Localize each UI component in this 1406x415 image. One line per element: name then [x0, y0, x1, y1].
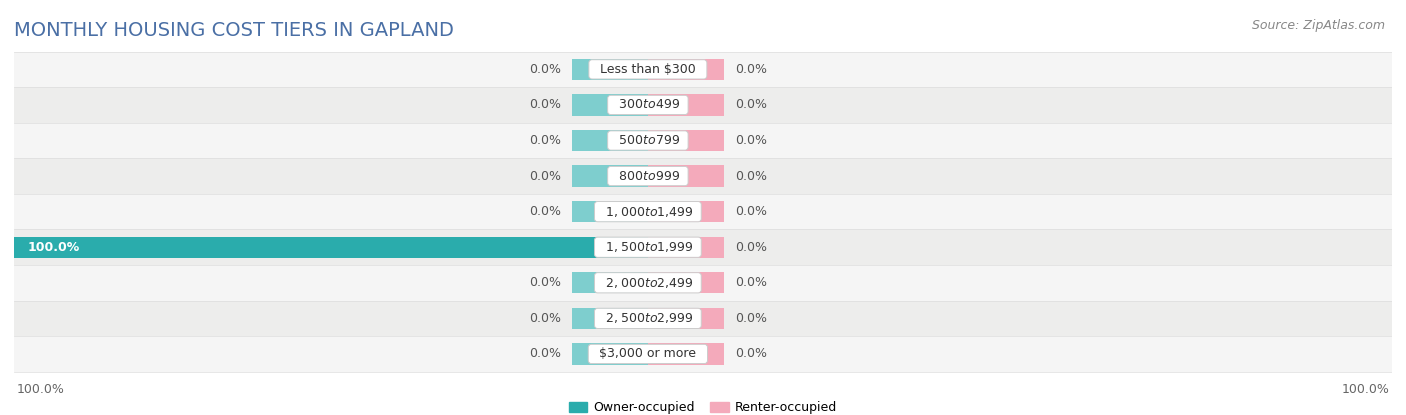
Text: 0.0%: 0.0% [735, 98, 766, 112]
Text: 0.0%: 0.0% [735, 134, 766, 147]
Bar [648, 59, 724, 80]
Bar [648, 308, 724, 329]
Bar [572, 272, 648, 293]
Text: $300 to $499: $300 to $499 [610, 98, 685, 112]
Bar [14, 123, 1392, 158]
Text: $1,000 to $1,499: $1,000 to $1,499 [598, 205, 699, 219]
Bar [648, 272, 724, 293]
Bar [648, 130, 724, 151]
Bar [14, 300, 1392, 336]
Text: 0.0%: 0.0% [735, 170, 766, 183]
Text: 0.0%: 0.0% [529, 312, 561, 325]
Bar [572, 343, 648, 365]
Bar [572, 59, 648, 80]
Text: $3,000 or more: $3,000 or more [592, 347, 704, 361]
Bar [572, 166, 648, 187]
Text: 0.0%: 0.0% [529, 63, 561, 76]
Text: 0.0%: 0.0% [735, 312, 766, 325]
Bar [648, 166, 724, 187]
Text: 0.0%: 0.0% [735, 347, 766, 361]
Bar [14, 87, 1392, 123]
Text: $500 to $799: $500 to $799 [610, 134, 685, 147]
Text: 0.0%: 0.0% [529, 134, 561, 147]
Bar [14, 336, 1392, 372]
Bar [572, 130, 648, 151]
Bar [14, 229, 1392, 265]
Text: 0.0%: 0.0% [529, 98, 561, 112]
Text: 0.0%: 0.0% [529, 347, 561, 361]
Text: 0.0%: 0.0% [735, 205, 766, 218]
Bar [648, 201, 724, 222]
Bar [14, 237, 648, 258]
Text: $1,500 to $1,999: $1,500 to $1,999 [598, 240, 699, 254]
Bar [572, 94, 648, 116]
Text: $2,000 to $2,499: $2,000 to $2,499 [598, 276, 699, 290]
Text: $2,500 to $2,999: $2,500 to $2,999 [598, 311, 699, 325]
Bar [14, 158, 1392, 194]
Text: 100.0%: 100.0% [28, 241, 80, 254]
Bar [572, 201, 648, 222]
Text: 0.0%: 0.0% [529, 276, 561, 289]
Text: MONTHLY HOUSING COST TIERS IN GAPLAND: MONTHLY HOUSING COST TIERS IN GAPLAND [14, 21, 454, 40]
Bar [648, 237, 724, 258]
Text: 100.0%: 100.0% [1341, 383, 1389, 396]
Bar [648, 94, 724, 116]
Text: 0.0%: 0.0% [529, 205, 561, 218]
Text: Less than $300: Less than $300 [592, 63, 704, 76]
Text: $800 to $999: $800 to $999 [610, 170, 685, 183]
Bar [572, 308, 648, 329]
Text: Source: ZipAtlas.com: Source: ZipAtlas.com [1251, 19, 1385, 32]
Bar [648, 343, 724, 365]
Text: 0.0%: 0.0% [735, 241, 766, 254]
Text: 0.0%: 0.0% [735, 63, 766, 76]
Legend: Owner-occupied, Renter-occupied: Owner-occupied, Renter-occupied [564, 396, 842, 415]
Bar [14, 194, 1392, 229]
Bar [14, 51, 1392, 87]
Text: 0.0%: 0.0% [735, 276, 766, 289]
Text: 0.0%: 0.0% [529, 170, 561, 183]
Bar [14, 265, 1392, 300]
Text: 100.0%: 100.0% [17, 383, 65, 396]
